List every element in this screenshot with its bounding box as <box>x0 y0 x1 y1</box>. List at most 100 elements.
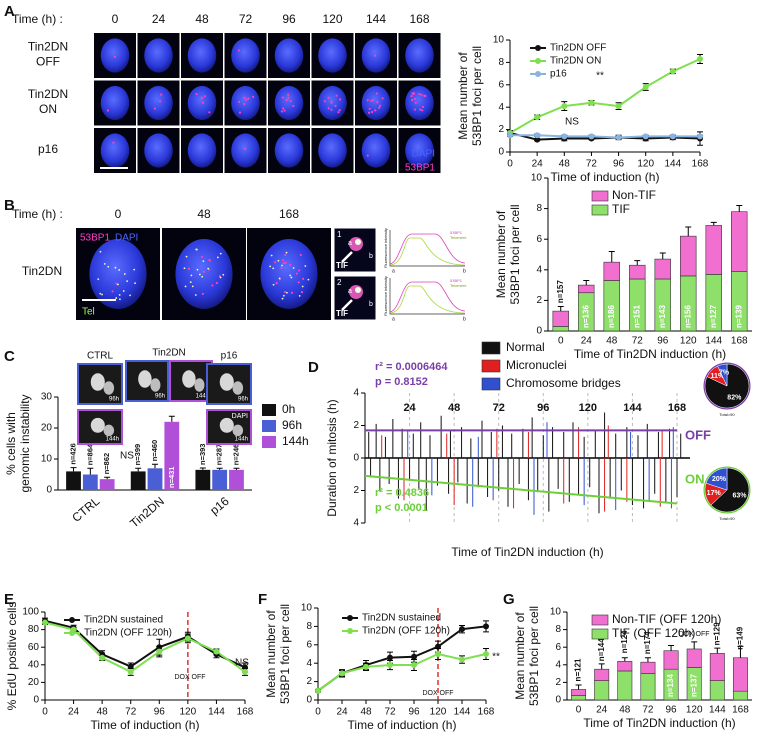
y-tick-label: 10 <box>41 454 53 465</box>
error-bar <box>70 467 77 472</box>
x-tick-label: p16 <box>207 494 232 518</box>
arrow <box>341 251 353 263</box>
telomere <box>202 260 205 263</box>
nucleus <box>90 417 105 433</box>
n-label: n=393 <box>198 444 207 465</box>
bar-segment <box>617 670 633 701</box>
n-label: n=136 <box>581 305 590 328</box>
data-point <box>387 654 393 661</box>
x-tick-label: 120 <box>430 707 447 718</box>
legend-marker <box>535 71 541 77</box>
focus <box>200 255 204 258</box>
telomere <box>190 274 193 277</box>
y-tick-label: 2 <box>536 295 542 306</box>
legend-label: TIF (OFF 120h) <box>612 626 695 640</box>
legend-swatch <box>591 614 609 626</box>
legend-label: Tin2DN (OFF 120h) <box>84 628 172 639</box>
telomere <box>118 269 121 271</box>
focus <box>244 147 247 150</box>
telomere <box>194 294 197 296</box>
telomere <box>107 265 110 268</box>
pie-label: 20% <box>712 476 727 483</box>
y-tick-label: 4 <box>555 659 561 670</box>
y-tick-label: 2 <box>555 677 561 688</box>
n-label: n=864 <box>85 443 94 465</box>
n-label: n=127 <box>709 305 718 328</box>
bar-segment <box>680 235 697 277</box>
data-point <box>507 132 513 139</box>
y-tick-label: 2 <box>498 124 504 135</box>
telomere <box>207 267 210 270</box>
legend-marker <box>69 630 75 636</box>
bar-segment <box>571 689 587 696</box>
trend-stat: p = 0.8152 <box>375 376 428 388</box>
nucleus <box>361 133 391 168</box>
nucleus <box>144 133 173 168</box>
focus <box>106 109 110 112</box>
nucleus <box>187 38 217 73</box>
series-line <box>509 58 701 134</box>
data-point <box>42 619 48 626</box>
error-bar <box>575 684 582 690</box>
focus <box>410 95 413 98</box>
n-label: n=129 <box>712 622 721 645</box>
bar-segment <box>640 673 656 701</box>
x-tick-label: 72 <box>125 707 137 718</box>
bar <box>229 469 244 490</box>
x-tick-label: 168 <box>731 336 748 347</box>
focus <box>275 281 278 285</box>
profile-legend: 53BP1 <box>450 278 463 283</box>
n-label: n=157 <box>556 280 565 303</box>
error-bar <box>685 226 692 237</box>
x-tick-label: 144 <box>709 705 726 716</box>
n-label: n=460 <box>150 440 159 461</box>
bar-segment <box>640 661 656 674</box>
series-line <box>509 131 701 141</box>
x-tick-label: Tin2DN <box>127 494 167 531</box>
focus <box>111 290 114 293</box>
focus <box>281 96 284 99</box>
focus <box>413 97 417 101</box>
time-label: 24 <box>152 12 166 26</box>
focus <box>339 98 342 101</box>
image-header: Tin2DN <box>152 348 186 359</box>
n-label: n=862 <box>102 453 111 474</box>
time-label: 96 <box>282 12 296 26</box>
nucleus <box>150 378 161 392</box>
error-bar <box>135 467 142 472</box>
profile-ylabel: Fluorescence intensity <box>383 228 388 268</box>
focus <box>414 101 417 104</box>
data-point <box>156 648 163 655</box>
end-label: a <box>348 240 352 247</box>
nucleus <box>231 38 260 73</box>
nucleus <box>194 378 205 392</box>
pie-label: 7% <box>719 370 730 377</box>
focus <box>215 281 218 285</box>
nucleus <box>187 133 217 168</box>
bar-segment <box>709 680 725 701</box>
annotation: DOX OFF <box>174 674 205 681</box>
x-tick-label: 120 <box>180 707 197 718</box>
focus <box>252 95 255 98</box>
x-tick-label: 48 <box>559 159 571 170</box>
image-time: 144h <box>196 394 209 400</box>
data-point <box>242 664 248 671</box>
nucleus <box>103 381 115 395</box>
x-tick-label: 48 <box>448 402 460 414</box>
pie-label: 11% <box>711 373 725 380</box>
focus <box>421 109 424 112</box>
focus <box>337 111 340 114</box>
focus <box>302 277 305 280</box>
panel-label: E <box>4 591 14 608</box>
legend-label: Non-TIF <box>612 188 656 202</box>
image-time: 144h <box>235 437 248 443</box>
stain-label: Tel <box>82 307 95 318</box>
time-label: 48 <box>197 207 211 221</box>
y-tick-label: 2 <box>353 485 359 496</box>
focus <box>203 95 206 98</box>
x-tick-label: 48 <box>619 705 631 716</box>
telomere <box>99 292 102 295</box>
focus <box>373 54 377 57</box>
focus <box>299 253 302 257</box>
focus <box>378 106 381 109</box>
